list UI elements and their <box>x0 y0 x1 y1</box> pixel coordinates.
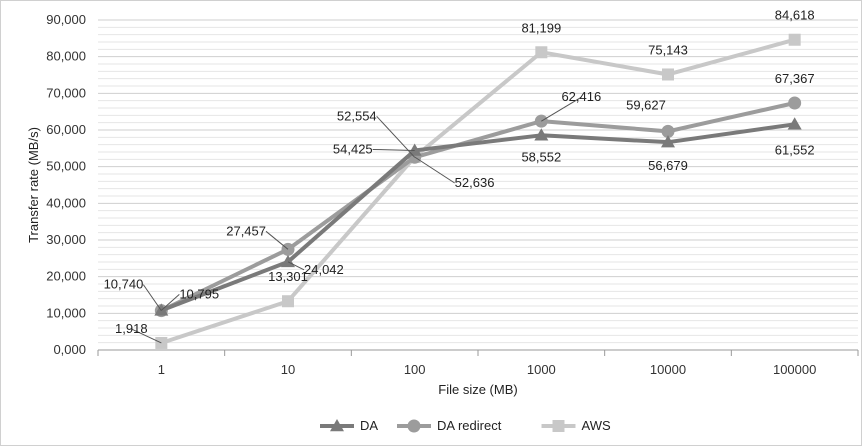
legend-label: AWS <box>582 418 611 433</box>
series-aws <box>155 33 801 349</box>
data-point-triangle <box>787 117 802 130</box>
data-label-leader <box>376 115 416 158</box>
y-tick-label: 0,000 <box>53 342 86 357</box>
x-tick-label: 10 <box>281 362 295 377</box>
data-label: 10,795 <box>179 286 219 301</box>
y-tick-label: 90,000 <box>46 12 86 27</box>
y-tick-labels: 0,000 10,000 20,000 30,000 40,000 50,000 60,00… <box>46 12 86 357</box>
data-label: 52,554 <box>337 108 377 123</box>
data-label: 1,918 <box>115 321 148 336</box>
data-point-circle <box>407 419 421 433</box>
data-label-leader <box>414 156 455 184</box>
data-label-leader <box>131 328 162 344</box>
data-point-square <box>552 420 565 432</box>
y-tick-label: 10,000 <box>46 305 86 320</box>
data-label: 75,143 <box>648 42 688 57</box>
data-label: 52,636 <box>455 175 495 190</box>
data-point-triangle <box>534 128 549 141</box>
data-label: 13,301 <box>268 269 308 284</box>
data-label-leader <box>265 230 289 250</box>
data-label: 54,425 <box>333 141 373 156</box>
x-tick-label: 1 <box>158 362 165 377</box>
x-tick-label: 1000 <box>527 362 556 377</box>
data-point-triangle <box>330 419 344 432</box>
data-point-square <box>788 33 801 46</box>
data-point-square <box>282 295 294 308</box>
series-da <box>154 117 802 316</box>
data-label: 62,416 <box>561 89 601 104</box>
series-line <box>160 122 795 313</box>
x-tick-label: 10000 <box>650 362 686 377</box>
legend-item: DA <box>320 418 378 433</box>
data-labels: 10,795 24,042 54,425 58,552 56,679 61,552 10,7… <box>104 8 815 344</box>
x-tick-label: 100 <box>404 362 426 377</box>
y-tick-label: 80,000 <box>46 49 86 64</box>
y-tick-label: 40,000 <box>46 195 86 210</box>
data-label: 56,679 <box>648 158 688 173</box>
data-point-triangle <box>407 143 422 156</box>
data-label: 61,552 <box>775 142 815 157</box>
data-label: 84,618 <box>775 8 815 23</box>
y-axis-title: Transfer rate (MB/s) <box>26 127 41 243</box>
y-tick-label: 50,000 <box>46 159 86 174</box>
legend-label: DA redirect <box>437 418 502 433</box>
series-line <box>160 101 796 313</box>
x-axis: 1 10 100 1000 10000 100000 <box>97 349 859 377</box>
data-label-leader <box>541 96 582 122</box>
y-tick-label: 30,000 <box>46 232 86 247</box>
series-line <box>160 37 796 345</box>
x-tick-label: 100000 <box>773 362 816 377</box>
data-point-square <box>535 46 548 59</box>
data-label: 58,552 <box>521 149 561 164</box>
data-label-leader <box>142 284 162 311</box>
data-point-circle <box>788 96 802 110</box>
data-point-square <box>662 68 674 81</box>
y-tick-label: 60,000 <box>46 122 86 137</box>
data-label: 59,627 <box>626 97 666 112</box>
data-label: 10,740 <box>104 277 144 292</box>
data-point-triangle <box>661 135 675 148</box>
data-label-leader <box>161 294 180 311</box>
legend: DA DA redirect AWS <box>320 418 611 433</box>
data-label: 27,457 <box>226 223 266 238</box>
legend-item: AWS <box>541 418 611 433</box>
y-tick-label: 70,000 <box>46 85 86 100</box>
legend-item: DA redirect <box>397 418 502 433</box>
data-label: 67,367 <box>775 71 815 86</box>
x-axis-title: File size (MB) <box>438 382 517 397</box>
data-point-triangle <box>154 303 169 316</box>
y-tick-label: 20,000 <box>46 269 86 284</box>
data-label: 81,199 <box>521 20 561 35</box>
data-label-leader <box>287 261 305 271</box>
legend-label: DA <box>360 418 378 433</box>
data-label: 24,042 <box>304 262 344 277</box>
